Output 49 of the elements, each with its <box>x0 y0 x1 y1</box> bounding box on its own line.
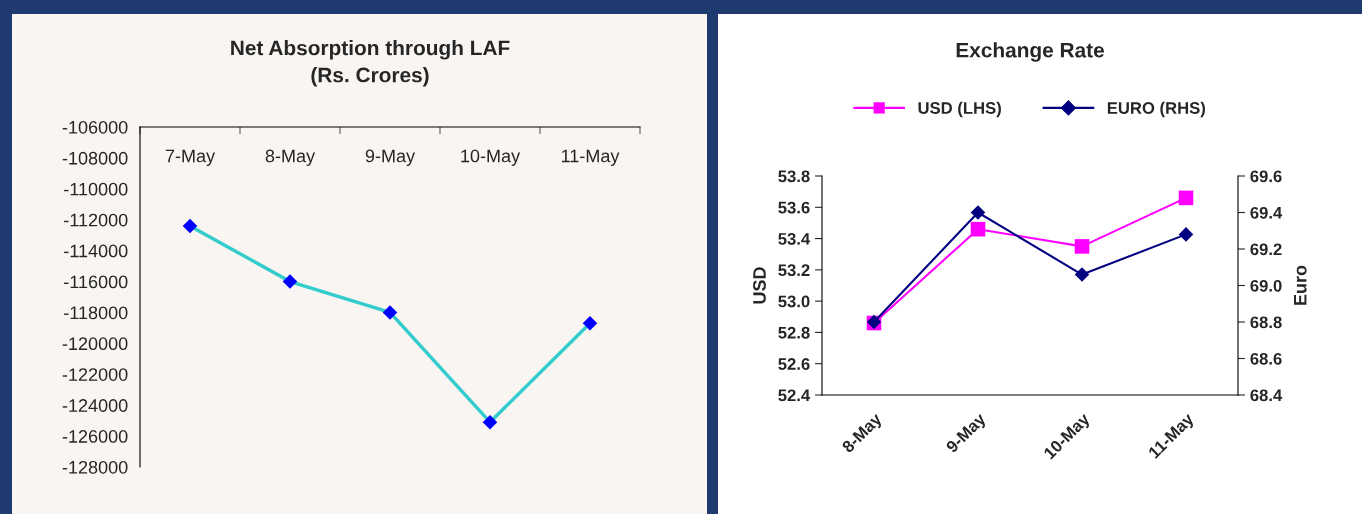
chart-title: Net Absorption through LAF (Rs. Crores) <box>231 40 510 87</box>
y2-tick-label: 69.4 <box>1250 206 1283 219</box>
x-tick-label: 11-May <box>561 149 620 166</box>
point <box>1178 190 1194 206</box>
y-tick-label: -124000 <box>62 399 128 412</box>
y-tick-label: -106000 <box>62 120 128 134</box>
x-tick-label: 8-May <box>265 149 316 166</box>
point <box>182 218 198 234</box>
point <box>1074 239 1090 254</box>
x-tick-label: 9-May <box>365 149 416 166</box>
y-tick-label: -126000 <box>62 430 128 443</box>
legend-label: EURO (RHS) <box>1107 101 1205 118</box>
x-tick-label: 7-May <box>165 149 216 166</box>
legend-label: USD (LHS) <box>918 101 1001 118</box>
y-tick-label: 53.8 <box>778 170 810 183</box>
y-tick-label: 52.6 <box>778 358 810 370</box>
point <box>582 315 598 331</box>
y-tick-label: 53.6 <box>778 201 810 214</box>
y-axis-title: USD <box>753 267 766 304</box>
y2-axis-title: Euro <box>1294 265 1307 305</box>
x-tick-label: 10-May <box>461 149 521 166</box>
point <box>970 221 986 237</box>
y2-tick-label: 69.0 <box>1250 279 1282 292</box>
y-tick-label: -118000 <box>64 306 128 320</box>
y-tick-label: -108000 <box>62 151 128 165</box>
point <box>1074 267 1090 282</box>
y-tick-label: -112000 <box>64 213 128 227</box>
y2-tick-label: 69.2 <box>1250 243 1282 256</box>
y2-tick-label: 69.6 <box>1250 170 1282 183</box>
y-tick-label: 52.8 <box>778 326 810 339</box>
y-tick-label: 53.0 <box>778 295 810 308</box>
y-tick-label: 53.2 <box>778 264 810 277</box>
point <box>382 305 398 320</box>
point <box>482 414 498 430</box>
y-tick-label: -114000 <box>64 244 128 258</box>
y-tick-label: 53.4 <box>778 232 811 245</box>
y-tick-label: -120000 <box>62 337 128 351</box>
y2-tick-label: 68.4 <box>1250 389 1283 402</box>
y2-tick-label: 68.6 <box>1250 352 1282 365</box>
y-tick-label: -122000 <box>62 368 128 381</box>
y-tick-label: -110000 <box>64 182 128 196</box>
point <box>970 205 986 220</box>
point <box>1178 227 1194 242</box>
y-tick-label: 52.4 <box>778 389 811 402</box>
chart-title: Exchange Rate <box>956 42 1104 62</box>
y2-tick-label: 68.8 <box>1250 316 1282 329</box>
point <box>282 274 298 289</box>
y-tick-label: -116000 <box>64 275 128 289</box>
y-tick-label: -128000 <box>62 460 128 474</box>
